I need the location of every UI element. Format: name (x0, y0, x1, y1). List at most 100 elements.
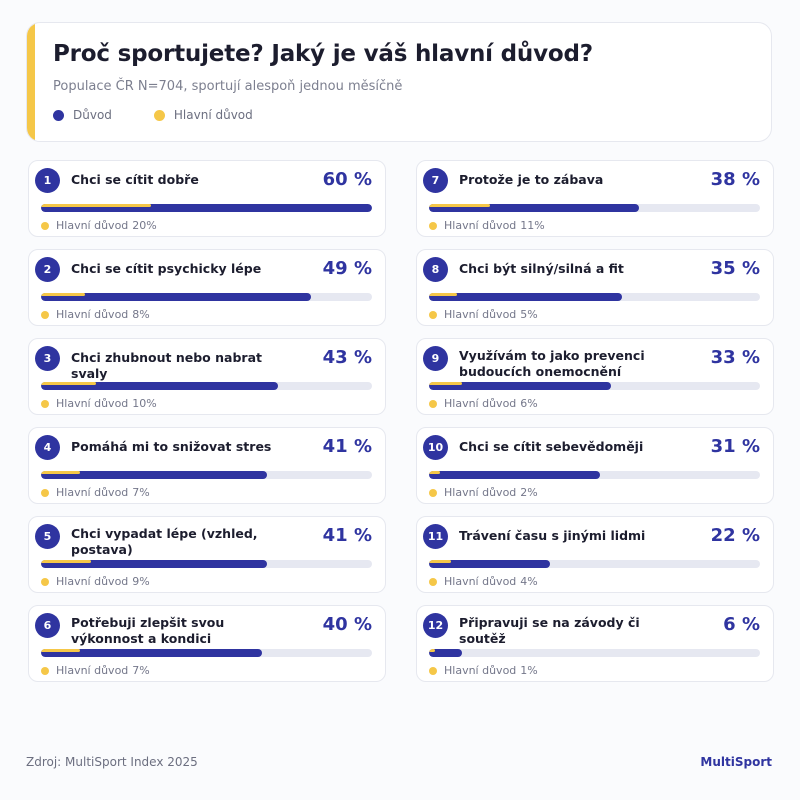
bar-value-number: 35 (710, 258, 736, 279)
bar-card: 1 Chci se cítit dobře 60 % Hlavní důvod 20 % (28, 160, 386, 237)
main-reason-dot (429, 577, 437, 586)
bar-label: Potřebuji zlepšit svou výkonnost a kondi… (71, 615, 225, 646)
main-reason-value: 11 (520, 219, 535, 232)
bar-reason (429, 293, 622, 301)
bar-reason (41, 471, 267, 479)
bar-main-reason (41, 560, 91, 563)
main-reason-unit: % (139, 486, 150, 499)
bar-value-number: 43 (322, 347, 348, 368)
main-reason-dot (429, 221, 437, 230)
main-reason-dot (41, 666, 49, 675)
main-reason-note: Hlavní důvod 11 % (429, 219, 545, 232)
main-reason-prefix: Hlavní důvod (444, 575, 517, 588)
main-reason-note: Hlavní důvod 10 % (41, 397, 157, 410)
bar-track (41, 471, 372, 479)
main-reason-unit: % (534, 219, 545, 232)
main-reason-value: 4 (520, 575, 528, 588)
bar-value-unit: % (353, 525, 372, 546)
main-reason-note: Hlavní důvod 4 % (429, 575, 538, 588)
chart-title: Proč sportujete? Jaký je váš hlavní důvo… (53, 41, 593, 67)
rank-badge: 7 (423, 168, 448, 193)
main-reason-value: 7 (132, 486, 140, 499)
bar-card: 2 Chci se cítit psychicky lépe 49 % Hlavní … (28, 249, 386, 326)
bar-value-number: 38 (710, 169, 736, 190)
main-reason-note: Hlavní důvod 6 % (429, 397, 538, 410)
bar-card: 11 Trávení času s jinými lidmi 22 % Hlavní … (416, 516, 774, 593)
bar-main-reason (41, 204, 151, 207)
legend-item-reason: Důvod (53, 108, 112, 122)
source-note: Zdroj: MultiSport Index 2025 (26, 755, 198, 769)
bar-main-reason (429, 471, 440, 474)
main-reason-value: 10 (132, 397, 147, 410)
rank-badge: 10 (423, 435, 448, 460)
main-reason-prefix: Hlavní důvod (444, 486, 517, 499)
bar-reason (41, 382, 278, 390)
main-reason-prefix: Hlavní důvod (56, 664, 129, 677)
bar-main-reason (429, 649, 435, 652)
bar-value-label: 6 % (723, 614, 760, 635)
bar-value-label: 43 % (323, 347, 372, 368)
bar-label: Využívám to jako prevenci budoucích onem… (459, 348, 645, 379)
bar-label: Protože je to zábava (459, 172, 604, 187)
bar-main-reason (429, 560, 451, 563)
bar-track (429, 649, 760, 657)
bar-card: 12 Připravuji se na závody či soutěž 6 % Hl… (416, 605, 774, 682)
bar-main-reason (429, 293, 457, 296)
bar-reason (41, 293, 311, 301)
header-accent-bar (27, 23, 35, 141)
main-reason-unit: % (146, 219, 157, 232)
bar-reason (429, 382, 611, 390)
main-reason-unit: % (146, 397, 157, 410)
rank-badge: 5 (35, 524, 60, 549)
main-reason-prefix: Hlavní důvod (56, 575, 129, 588)
main-reason-unit: % (139, 664, 150, 677)
main-reason-prefix: Hlavní důvod (444, 664, 517, 677)
bar-track (429, 293, 760, 301)
bar-label: Chci se cítit sebevědoměji (459, 439, 644, 454)
bar-value-unit: % (741, 614, 760, 635)
main-reason-note: Hlavní důvod 1 % (429, 664, 538, 677)
bar-main-reason (41, 293, 85, 296)
rank-badge: 3 (35, 346, 60, 371)
bar-value-unit: % (353, 436, 372, 457)
main-reason-value: 1 (520, 664, 528, 677)
main-reason-note: Hlavní důvod 9 % (41, 575, 150, 588)
bar-value-label: 41 % (323, 436, 372, 457)
bar-card: 6 Potřebuji zlepšit svou výkonnost a kond… (28, 605, 386, 682)
main-reason-dot (41, 577, 49, 586)
main-reason-prefix: Hlavní důvod (56, 308, 129, 321)
main-reason-note: Hlavní důvod 20 % (41, 219, 157, 232)
bar-value-unit: % (741, 436, 760, 457)
rank-badge: 2 (35, 257, 60, 282)
bar-track (41, 293, 372, 301)
bar-value-number: 6 (723, 614, 736, 635)
main-reason-prefix: Hlavní důvod (444, 308, 517, 321)
main-reason-prefix: Hlavní důvod (56, 397, 129, 410)
bar-value-label: 33 % (711, 347, 760, 368)
bar-value-number: 33 (710, 347, 736, 368)
bar-card: 8 Chci být silný/silná a fit 35 % Hlavní dů… (416, 249, 774, 326)
bar-value-label: 31 % (711, 436, 760, 457)
bar-reason (429, 560, 550, 568)
main-reason-dot (429, 488, 437, 497)
bar-value-number: 31 (710, 436, 736, 457)
bar-track (41, 204, 372, 212)
main-reason-unit: % (527, 664, 538, 677)
main-reason-value: 7 (132, 664, 140, 677)
bar-card: 3 Chci zhubnout nebo nabrat svaly 43 % Hlav… (28, 338, 386, 415)
main-reason-value: 20 (132, 219, 147, 232)
bar-track (429, 204, 760, 212)
bar-value-unit: % (353, 169, 372, 190)
main-reason-value: 6 (520, 397, 528, 410)
header-card: Proč sportujete? Jaký je váš hlavní důvo… (26, 22, 772, 142)
main-reason-value: 5 (520, 308, 528, 321)
main-reason-note: Hlavní důvod 8 % (41, 308, 150, 321)
bar-track (41, 649, 372, 657)
main-reason-dot (429, 399, 437, 408)
main-reason-note: Hlavní důvod 5 % (429, 308, 538, 321)
bar-label: Připravuji se na závody či soutěž (459, 615, 640, 646)
legend-dot-main-reason (153, 109, 165, 121)
main-reason-dot (429, 666, 437, 675)
bar-value-number: 41 (322, 525, 348, 546)
bar-track (41, 560, 372, 568)
